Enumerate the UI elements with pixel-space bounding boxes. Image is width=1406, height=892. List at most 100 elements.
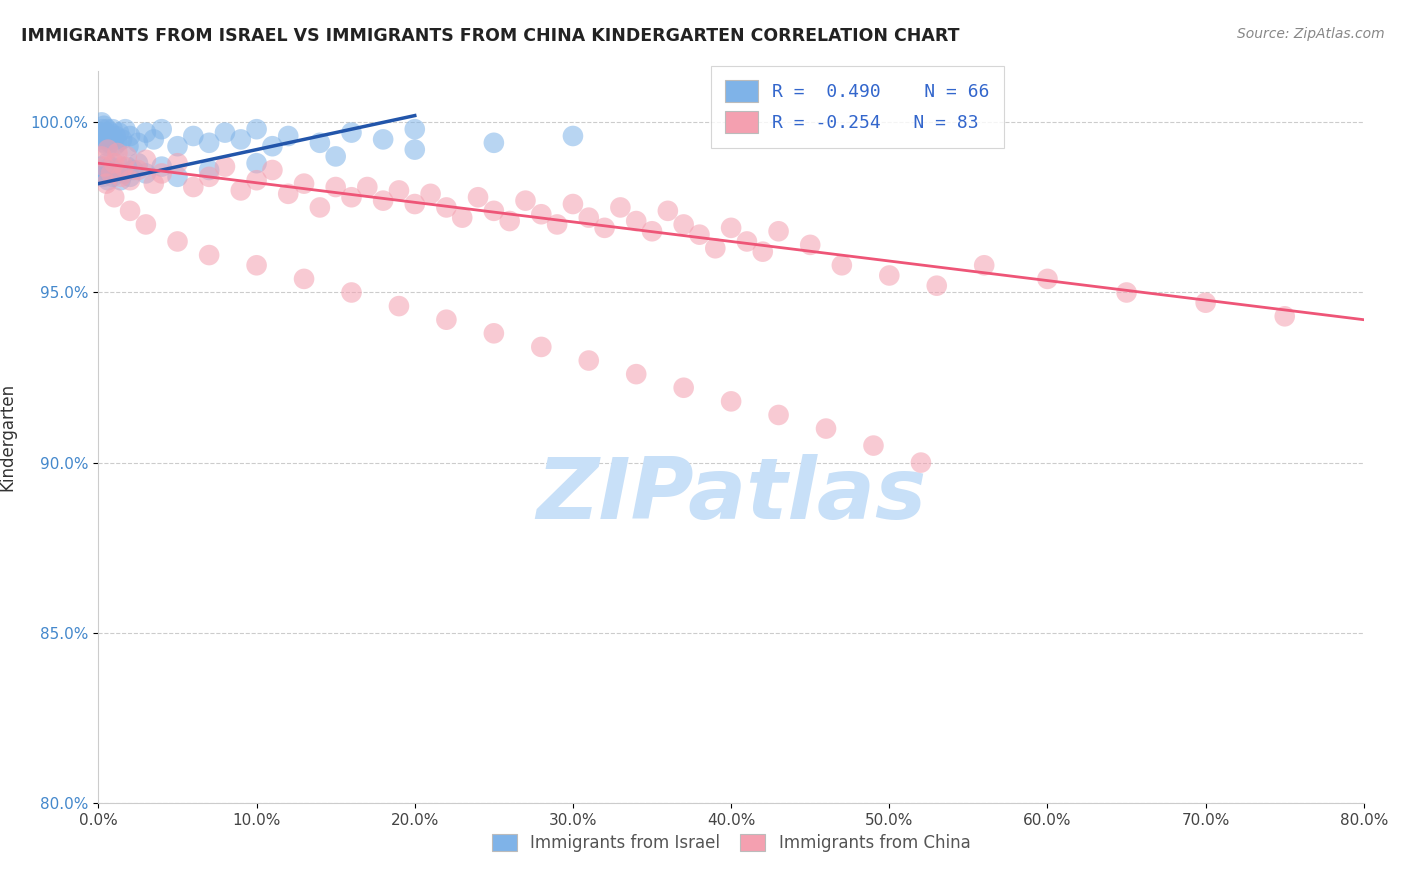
- Point: [593, 220, 616, 235]
- Point: [862, 439, 884, 453]
- Point: [142, 132, 165, 146]
- Point: [114, 122, 136, 136]
- Point: [910, 456, 932, 470]
- Text: IMMIGRANTS FROM ISRAEL VS IMMIGRANTS FROM CHINA KINDERGARTEN CORRELATION CHART: IMMIGRANTS FROM ISRAEL VS IMMIGRANTS FRO…: [21, 27, 959, 45]
- Point: [96, 132, 118, 146]
- Point: [641, 224, 664, 238]
- Point: [325, 180, 347, 194]
- Point: [262, 139, 284, 153]
- Point: [97, 128, 120, 143]
- Point: [103, 163, 125, 178]
- Point: [657, 203, 679, 218]
- Point: [340, 285, 363, 300]
- Point: [107, 146, 129, 161]
- Point: [103, 156, 125, 170]
- Point: [436, 201, 458, 215]
- Point: [1195, 295, 1218, 310]
- Point: [117, 139, 139, 153]
- Point: [578, 211, 600, 225]
- Point: [309, 201, 332, 215]
- Point: [198, 163, 221, 178]
- Point: [277, 186, 299, 201]
- Point: [499, 214, 522, 228]
- Point: [120, 203, 141, 218]
- Point: [768, 224, 790, 238]
- Point: [624, 214, 647, 228]
- Point: [98, 166, 121, 180]
- Point: [97, 173, 120, 187]
- Point: [214, 160, 236, 174]
- Point: [672, 218, 695, 232]
- Point: [100, 160, 122, 174]
- Point: [115, 149, 138, 163]
- Point: [96, 156, 118, 170]
- Point: [150, 122, 173, 136]
- Point: [356, 180, 378, 194]
- Point: [120, 173, 141, 187]
- Point: [831, 258, 853, 272]
- Y-axis label: Kindergarten: Kindergarten: [0, 383, 17, 491]
- Point: [198, 248, 221, 262]
- Point: [371, 194, 394, 208]
- Point: [135, 126, 157, 140]
- Point: [340, 126, 363, 140]
- Point: [609, 201, 631, 215]
- Point: [292, 177, 315, 191]
- Point: [246, 258, 269, 272]
- Point: [90, 115, 112, 129]
- Point: [309, 136, 332, 150]
- Point: [135, 166, 157, 180]
- Point: [198, 136, 221, 150]
- Point: [720, 220, 742, 235]
- Point: [104, 128, 127, 143]
- Point: [1274, 310, 1296, 324]
- Point: [751, 244, 773, 259]
- Point: [93, 136, 117, 150]
- Legend: Immigrants from Israel, Immigrants from China: Immigrants from Israel, Immigrants from …: [484, 825, 979, 860]
- Point: [111, 132, 134, 146]
- Point: [546, 218, 568, 232]
- Point: [1115, 285, 1137, 300]
- Point: [150, 160, 173, 174]
- Point: [97, 143, 120, 157]
- Point: [404, 143, 426, 157]
- Point: [482, 326, 505, 341]
- Point: [530, 207, 553, 221]
- Point: [100, 132, 122, 146]
- Point: [166, 235, 188, 249]
- Point: [112, 160, 135, 174]
- Point: [451, 211, 474, 225]
- Point: [578, 353, 600, 368]
- Point: [877, 268, 901, 283]
- Point: [482, 136, 505, 150]
- Point: [925, 278, 948, 293]
- Point: [135, 218, 157, 232]
- Point: [262, 163, 284, 178]
- Point: [561, 197, 585, 211]
- Point: [98, 136, 121, 150]
- Point: [735, 235, 758, 249]
- Point: [135, 153, 157, 167]
- Point: [110, 173, 132, 187]
- Point: [101, 169, 124, 184]
- Point: [799, 238, 821, 252]
- Point: [166, 156, 188, 170]
- Point: [229, 183, 252, 197]
- Point: [150, 166, 173, 180]
- Point: [183, 180, 205, 194]
- Point: [183, 128, 205, 143]
- Point: [90, 149, 112, 163]
- Point: [404, 122, 426, 136]
- Point: [166, 139, 188, 153]
- Point: [672, 381, 695, 395]
- Point: [100, 166, 122, 180]
- Point: [814, 421, 837, 435]
- Point: [103, 139, 125, 153]
- Point: [91, 169, 114, 184]
- Point: [108, 126, 131, 140]
- Point: [98, 126, 121, 140]
- Point: [246, 156, 269, 170]
- Point: [704, 241, 727, 255]
- Point: [419, 186, 441, 201]
- Point: [127, 156, 149, 170]
